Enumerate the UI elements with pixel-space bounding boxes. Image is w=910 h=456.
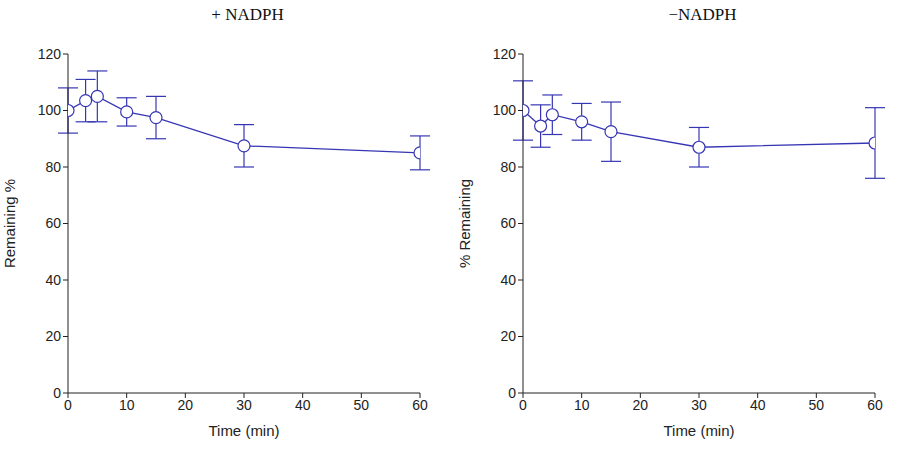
svg-text:20: 20 (178, 397, 194, 413)
svg-text:120: 120 (38, 46, 62, 62)
svg-text:10: 10 (119, 397, 135, 413)
svg-text:Time (min): Time (min) (208, 422, 279, 439)
svg-text:60: 60 (867, 397, 883, 413)
svg-text:10: 10 (574, 397, 590, 413)
svg-text:50: 50 (354, 397, 370, 413)
svg-text:20: 20 (633, 397, 649, 413)
svg-text:30: 30 (691, 397, 707, 413)
svg-text:Time (min): Time (min) (663, 422, 734, 439)
svg-text:40: 40 (500, 272, 516, 288)
svg-text:0: 0 (53, 385, 61, 401)
svg-text:0: 0 (508, 385, 516, 401)
html-text:+ NADPH: + NADPH (211, 5, 284, 24)
svg-text:Remaining %: Remaining % (8, 179, 18, 268)
svg-text:80: 80 (500, 159, 516, 175)
svg-text:60: 60 (45, 215, 61, 231)
svg-text:20: 20 (500, 328, 516, 344)
svg-text:60: 60 (412, 397, 428, 413)
svg-text:0: 0 (64, 397, 72, 413)
svg-text:30: 30 (236, 397, 252, 413)
svg-text:60: 60 (500, 215, 516, 231)
svg-text:120: 120 (493, 46, 517, 62)
svg-text:100: 100 (38, 102, 62, 118)
svg-text:100: 100 (493, 102, 517, 118)
svg-text:40: 40 (750, 397, 766, 413)
svg-text:0: 0 (519, 397, 527, 413)
svg-text:% Remaining: % Remaining (456, 179, 473, 268)
svg-text:50: 50 (809, 397, 825, 413)
svg-text:20: 20 (45, 328, 61, 344)
svg-text:80: 80 (45, 159, 61, 175)
svg-text:40: 40 (45, 272, 61, 288)
html-text:−NADPH: −NADPH (668, 5, 737, 24)
svg-text:40: 40 (295, 397, 311, 413)
